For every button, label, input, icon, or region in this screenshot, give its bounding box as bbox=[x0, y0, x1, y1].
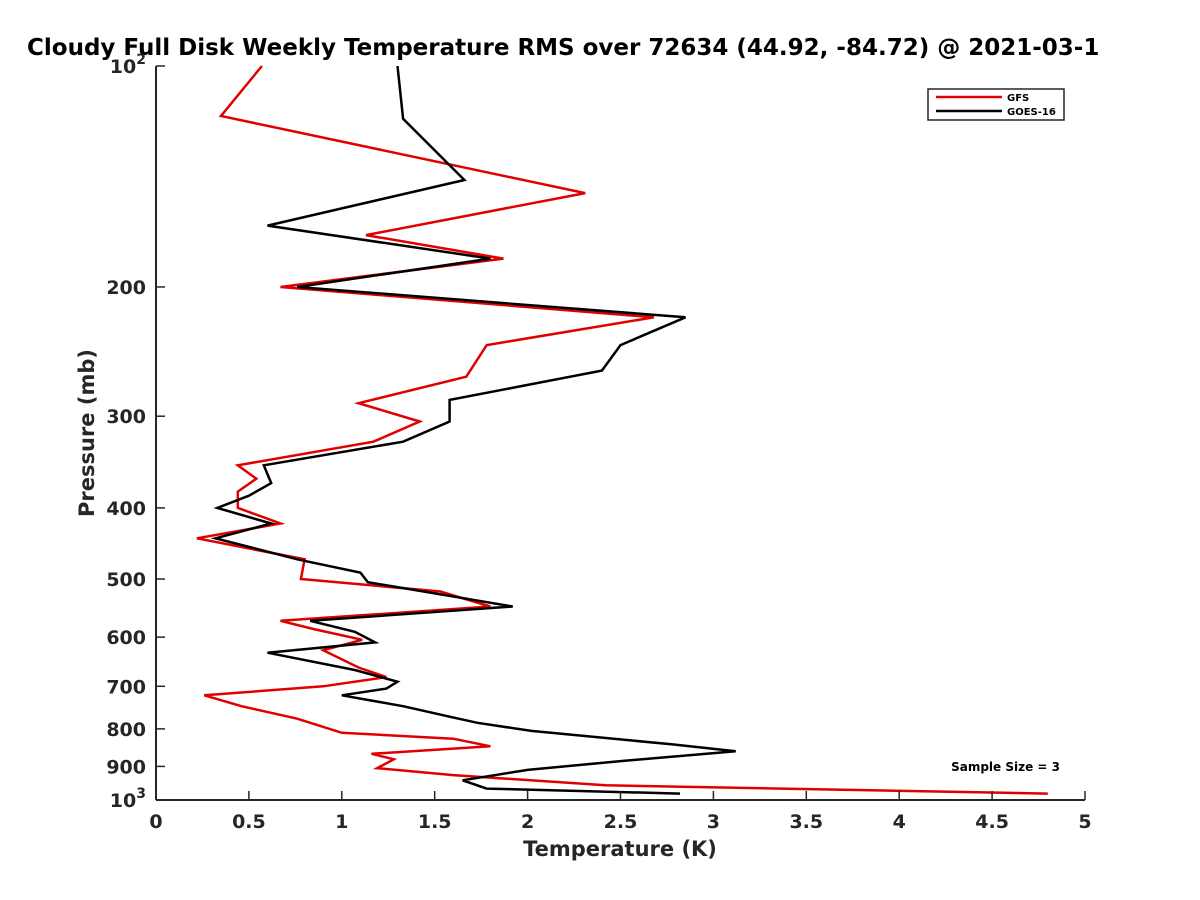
legend-label: GFS bbox=[1007, 93, 1029, 104]
y-tick-label: 800 bbox=[106, 719, 146, 741]
x-axis-title: Temperature (K) bbox=[523, 837, 717, 861]
x-tick-label: 2 bbox=[521, 811, 534, 833]
y-tick-label: 900 bbox=[106, 756, 146, 778]
x-tick-label: 3 bbox=[707, 811, 720, 833]
series-line-goes-16 bbox=[210, 65, 736, 795]
y-tick-label: 300 bbox=[106, 406, 146, 428]
x-axis-ticks: 0 0.5 1 1.5 2 2.5 3 3.5 4 4.5 5 bbox=[149, 791, 1092, 833]
x-tick-label: 2.5 bbox=[604, 811, 638, 833]
y-tick-label: 103 bbox=[110, 786, 146, 812]
x-tick-label: 0.5 bbox=[232, 811, 266, 833]
legend: GFS GOES-16 bbox=[927, 88, 1065, 121]
sample-size-annotation: Sample Size = 3 bbox=[951, 760, 1060, 774]
chart-title: Cloudy Full Disk Weekly Temperature RMS … bbox=[27, 35, 1099, 61]
x-tick-label: 3.5 bbox=[789, 811, 823, 833]
y-tick-label: 600 bbox=[106, 627, 146, 649]
legend-label: GOES-16 bbox=[1007, 107, 1056, 118]
x-tick-label: 0 bbox=[149, 811, 162, 833]
series-layer bbox=[196, 65, 1048, 795]
y-tick-label: 400 bbox=[106, 498, 146, 520]
x-tick-label: 5 bbox=[1078, 811, 1091, 833]
y-tick-label: 102 bbox=[110, 52, 146, 78]
x-tick-label: 4 bbox=[893, 811, 906, 833]
x-tick-label: 1 bbox=[335, 811, 348, 833]
x-tick-label: 4.5 bbox=[975, 811, 1009, 833]
x-tick-label: 1.5 bbox=[418, 811, 452, 833]
y-axis-ticks: 102 200 300 400 500 600 700 800 900 103 bbox=[106, 52, 165, 812]
plot-area: 0 0.5 1 1.5 2 2.5 3 3.5 4 4.5 5 102 200 300 400 500 600… bbox=[106, 52, 1091, 833]
legend-items: GFS GOES-16 bbox=[936, 93, 1056, 118]
series-line-gfs bbox=[196, 65, 1048, 795]
y-tick-label: 200 bbox=[106, 277, 146, 299]
y-tick-label: 500 bbox=[106, 569, 146, 591]
y-axis-title: Pressure (mb) bbox=[75, 349, 99, 517]
y-tick-label: 700 bbox=[106, 676, 146, 698]
legend-box bbox=[927, 88, 1065, 121]
